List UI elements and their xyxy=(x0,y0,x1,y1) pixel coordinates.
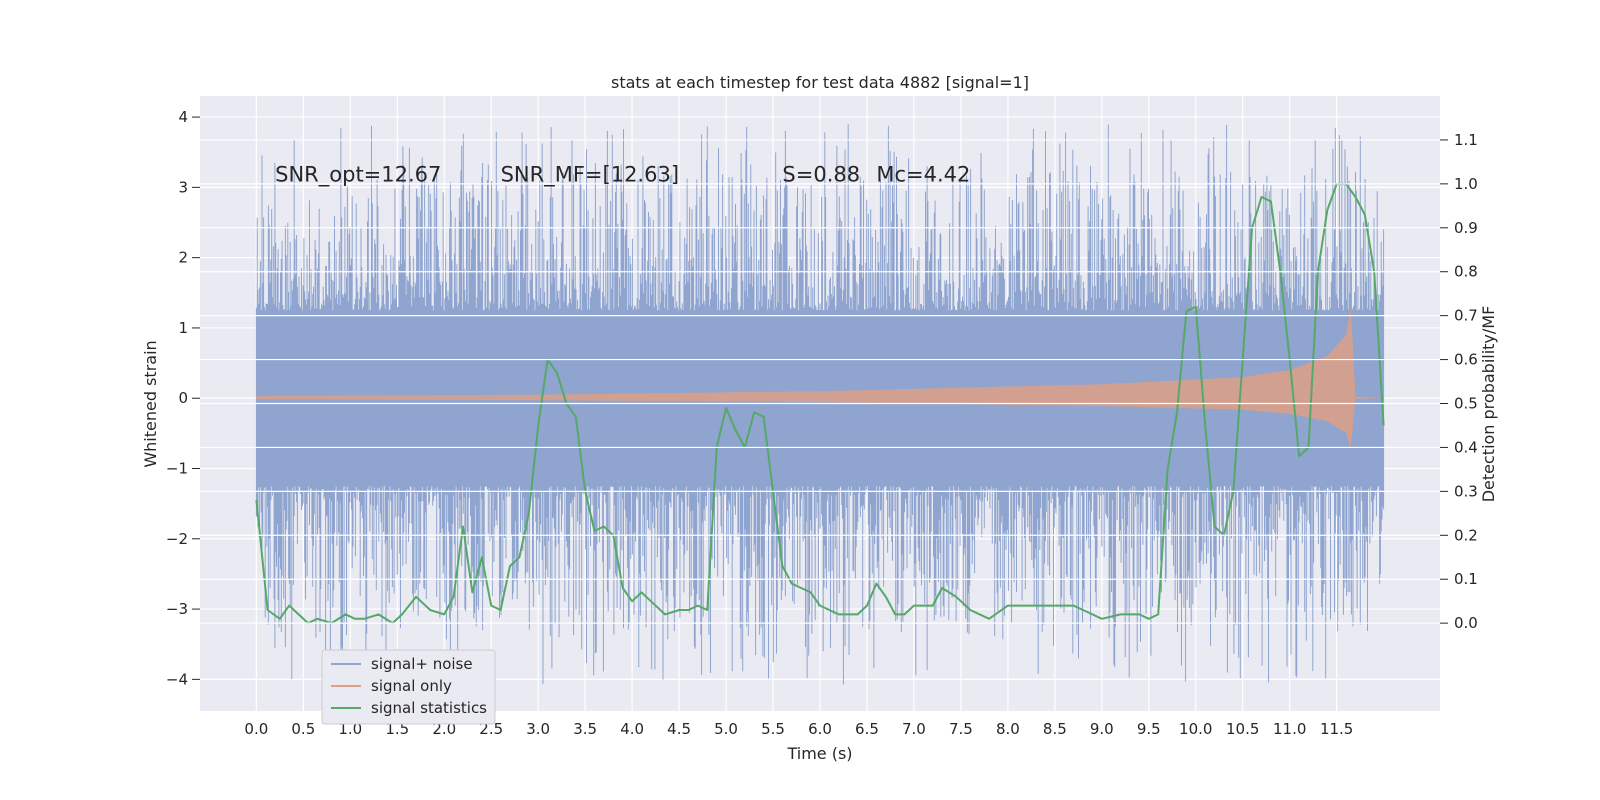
annotations: SNR_opt=12.67 SNR_MF=[12.63] S=0.88 Mc=4.42 xyxy=(275,163,970,188)
y2-tick-label: 1.1 xyxy=(1454,131,1478,149)
y-tick-label: 2 xyxy=(178,249,188,267)
y-tick-label: −3 xyxy=(166,600,188,618)
x-axis-label: Time (s) xyxy=(786,744,852,763)
x-tick-label: 8.0 xyxy=(996,720,1020,738)
x-tick-label: 0.5 xyxy=(291,720,315,738)
x-tick-label: 10.5 xyxy=(1226,720,1259,738)
x-tick-label: 11.5 xyxy=(1320,720,1353,738)
y2-tick-label: 0.7 xyxy=(1454,307,1478,325)
x-tick-label: 4.5 xyxy=(667,720,691,738)
annotation-3: Mc=4.42 xyxy=(876,163,970,187)
y-tick-label: 4 xyxy=(178,108,188,126)
x-tick-label: 5.5 xyxy=(761,720,785,738)
grid-y2 xyxy=(200,139,1440,624)
y2-tick-label: 0.6 xyxy=(1454,351,1478,369)
annotation-0: SNR_opt=12.67 xyxy=(275,163,441,188)
y2-tick-label: 0.2 xyxy=(1454,526,1478,544)
y2-tick-label: 0.3 xyxy=(1454,482,1478,500)
y-axis-label: Whitened strain xyxy=(141,340,160,467)
y2-tick-label: 0.5 xyxy=(1454,395,1478,413)
x-tick-label: 8.5 xyxy=(1043,720,1067,738)
x-tick-label: 7.0 xyxy=(902,720,926,738)
y2-tick-label: 1.0 xyxy=(1454,175,1478,193)
x-tick-label: 3.5 xyxy=(573,720,597,738)
legend-label-signal-only: signal only xyxy=(371,677,452,695)
y-tick-label: −2 xyxy=(166,530,188,548)
x-tick-label: 10.0 xyxy=(1179,720,1212,738)
legend-label-signal-plus-noise: signal+ noise xyxy=(371,655,473,673)
legend-box xyxy=(321,649,496,725)
y2-tick-label: 0.4 xyxy=(1454,438,1478,456)
x-tick-label: 9.0 xyxy=(1090,720,1114,738)
x-tick-label: 9.5 xyxy=(1137,720,1161,738)
x-tick-label: 7.5 xyxy=(949,720,973,738)
y-tick-labels: 4 3 2 1 0 −1 −2 −3 −4 xyxy=(166,108,200,688)
y2-axis-label: Detection probability/MF xyxy=(1479,306,1498,503)
x-tick-label: 0.0 xyxy=(244,720,268,738)
x-tick-label: 6.5 xyxy=(855,720,879,738)
y-tick-label: −4 xyxy=(166,670,188,688)
x-tick-label: 6.0 xyxy=(808,720,832,738)
y2-tick-label: 0.1 xyxy=(1454,570,1478,588)
y-tick-label: 1 xyxy=(178,319,188,337)
y2-tick-label: 0.0 xyxy=(1454,614,1478,632)
annotation-1: SNR_MF=[12.63] xyxy=(501,163,679,188)
y2-tick-label: 0.8 xyxy=(1454,263,1478,281)
y-tick-label: −1 xyxy=(166,460,188,478)
chart-title: stats at each timestep for test data 488… xyxy=(611,73,1029,92)
y2-tick-labels: 1.1 1.0 0.9 0.8 0.7 0.6 0.5 0.4 0.3 0.2 0.1 0.0 xyxy=(1440,131,1478,632)
x-tick-labels: 0.0 0.5 1.0 1.5 2.0 2.5 3.0 3.5 4.0 4.5 5.0 5.5 6.0 6… xyxy=(244,720,1353,738)
x-tick-label: 3.0 xyxy=(526,720,550,738)
x-tick-label: 5.0 xyxy=(714,720,738,738)
x-tick-label: 11.0 xyxy=(1273,720,1306,738)
legend: signal+ noise signal only signal statist… xyxy=(321,649,496,725)
y2-tick-label: 0.9 xyxy=(1454,219,1478,237)
x-tick-label: 4.0 xyxy=(620,720,644,738)
annotation-2: S=0.88 xyxy=(782,163,860,187)
y-tick-label: 0 xyxy=(178,389,188,407)
y-tick-label: 3 xyxy=(178,178,188,196)
legend-label-signal-statistics: signal statistics xyxy=(371,699,487,717)
